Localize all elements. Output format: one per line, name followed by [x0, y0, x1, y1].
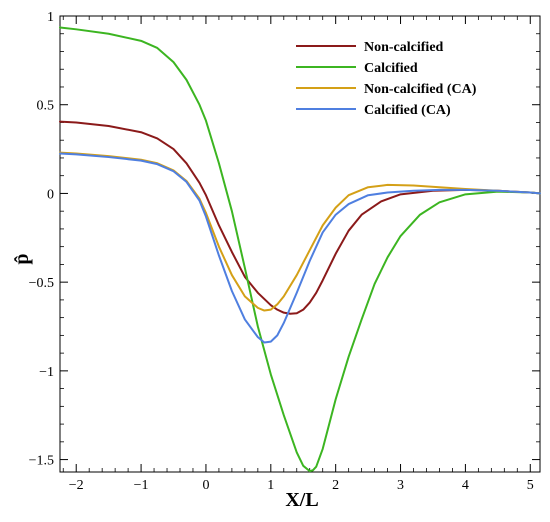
x-tick-label: 4 — [462, 478, 469, 493]
y-tick-label: −1.5 — [29, 454, 54, 469]
x-axis-ticks: −2 −1 0 1 2 3 4 5 — [62, 16, 534, 493]
legend-label: Non-calcified — [364, 40, 444, 55]
plot-frame — [59, 15, 541, 473]
y-tick-label: −0.5 — [29, 276, 54, 291]
plot-border — [59, 15, 541, 473]
y-axis-title: p̂ — [11, 253, 33, 264]
y-tick-label: 0 — [47, 187, 54, 202]
x-tick-label: 0 — [202, 478, 209, 493]
y-tick-label: 0.5 — [37, 99, 55, 114]
y-tick-label: 1 — [47, 10, 54, 25]
legend-label: Calcified (CA) — [364, 103, 451, 118]
legend-label: Non-calcified (CA) — [364, 82, 477, 97]
legend-label: Calcified — [364, 61, 418, 76]
x-tick-label: 3 — [397, 478, 404, 493]
x-tick-label: 5 — [527, 478, 534, 493]
x-tick-label: 2 — [332, 478, 339, 493]
series-line-1 — [59, 26, 541, 473]
y-tick-label: −1 — [39, 365, 54, 380]
y-axis-ticks: 1 0.5 0 −0.5 −1 −1.5 — [29, 10, 540, 469]
legend: Non-calcified Calcified Non-calcified (CA)… — [296, 40, 477, 118]
x-tick-label: −1 — [134, 478, 149, 493]
series-layer — [59, 26, 541, 473]
x-tick-label: −2 — [69, 478, 84, 493]
series-line-3 — [59, 152, 541, 344]
x-axis-title: X/L — [285, 489, 318, 511]
x-tick-label: 1 — [267, 478, 274, 493]
